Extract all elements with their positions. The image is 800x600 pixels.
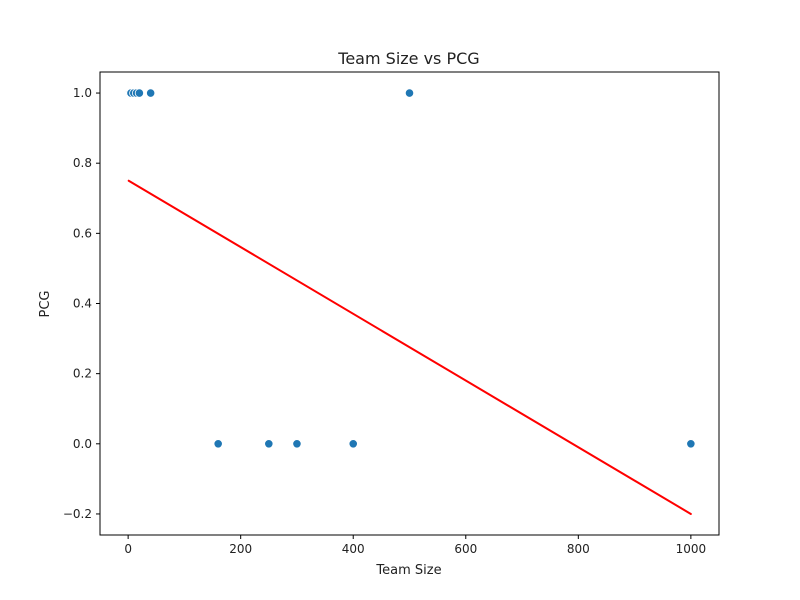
x-tick-label: 600 xyxy=(454,542,477,556)
y-tick-label: −0.2 xyxy=(63,507,92,521)
y-tick-label: 0.2 xyxy=(73,367,92,381)
y-axis-label: PCG xyxy=(38,291,53,318)
y-tick-label: 0.4 xyxy=(73,297,92,311)
y-tick-label: 0.8 xyxy=(73,156,92,170)
x-tick-label: 400 xyxy=(342,542,365,556)
plot-frame xyxy=(99,71,720,536)
x-axis-label: Team Size xyxy=(375,563,441,578)
scatter-point xyxy=(213,439,223,449)
plot-area: 0 200 400 600 800 1000 −0.2 0.0 0.2 0.4 0.6 0.8 1.0 xyxy=(63,71,720,556)
x-tick-label: 1000 xyxy=(676,542,707,556)
x-tick-label: 200 xyxy=(229,542,252,556)
x-tick-label: 800 xyxy=(567,542,590,556)
scatter-point xyxy=(264,439,274,449)
y-tick-label: 0.0 xyxy=(73,437,92,451)
chart-title: Team Size vs PCG xyxy=(337,49,479,68)
scatter-point xyxy=(146,88,156,98)
scatter-point xyxy=(134,88,144,98)
scatter-point xyxy=(348,439,358,449)
scatter-point xyxy=(292,439,302,449)
scatter-point xyxy=(686,439,696,449)
y-tick-label: 1.0 xyxy=(73,86,92,100)
y-tick-label: 0.6 xyxy=(73,226,92,240)
x-tick-label: 0 xyxy=(124,542,132,556)
scatter-point xyxy=(404,88,415,98)
trend-line xyxy=(127,179,692,515)
